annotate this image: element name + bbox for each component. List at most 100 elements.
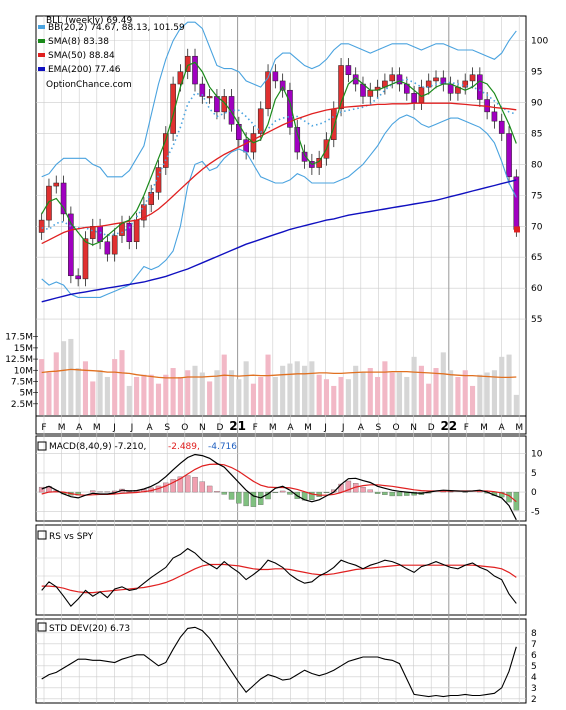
macd-label: MACD(8,40,9) -7.210, <box>49 442 146 452</box>
macd-histogram-bar <box>368 490 373 492</box>
rs-plot <box>42 549 517 607</box>
volume-bar <box>222 355 227 415</box>
macd-legend: MACD(8,40,9) -7.210, -2.489, -4.716 <box>38 442 237 452</box>
candle-body <box>280 81 285 90</box>
volume-bar <box>309 361 314 415</box>
candle-body <box>273 72 278 81</box>
stddev-tick-label: 2 <box>531 695 537 705</box>
volume-bar <box>127 386 132 415</box>
x-tick-label: J <box>130 423 134 433</box>
x-tick-label: F <box>41 423 46 433</box>
macd-histogram-bar <box>90 491 95 493</box>
volume-bar <box>397 373 402 416</box>
volume-bar <box>273 377 278 415</box>
candle-body <box>127 223 132 242</box>
volume-bar <box>280 366 285 415</box>
volume-bar <box>76 368 81 415</box>
macd-hist-label: -4.716 <box>208 442 237 452</box>
volume-bar <box>214 370 219 415</box>
legend-sma50-swatch <box>38 53 45 57</box>
candle-body <box>331 109 336 140</box>
x-tick-label: N <box>199 423 206 433</box>
candle-body <box>149 192 154 204</box>
volume-bar <box>236 379 241 415</box>
legend-bb: BB(20,2) 74.67, 88.13, 101.59 <box>48 23 185 33</box>
stddev-legend: STD DEV(20) 6.73 <box>38 623 130 634</box>
x-tick-label: D <box>428 423 435 433</box>
sma50-line <box>42 103 517 243</box>
volume-bar <box>324 379 329 415</box>
volume-bar <box>433 368 438 415</box>
x-tick-label: J <box>341 423 345 433</box>
x-tick-label: A <box>287 423 294 433</box>
macd-line <box>42 455 517 520</box>
volume-bar <box>287 364 292 415</box>
x-tick-label: A <box>358 423 365 433</box>
macd-histogram-bar <box>360 487 365 492</box>
volume-bar <box>98 370 103 415</box>
x-tick-label: O <box>392 423 399 433</box>
volume-bar <box>46 373 51 416</box>
x-tick-label: N <box>410 423 417 433</box>
volume-bar <box>265 355 270 415</box>
candle-body <box>90 226 95 238</box>
bollinger-lower-line <box>42 115 517 297</box>
rs-panel-frame <box>36 525 526 615</box>
macd-tick-label: 5 <box>531 469 537 479</box>
legend-ema200-swatch <box>38 67 45 71</box>
rs-average-line <box>42 565 517 593</box>
volume-bar <box>61 341 66 415</box>
price-tick-label: 80 <box>531 160 543 170</box>
volume-bar <box>339 377 344 415</box>
volume-tick-label: 7.5M <box>11 377 33 387</box>
candle-body <box>426 81 431 87</box>
candle-body <box>244 140 249 152</box>
volume-bar <box>477 375 482 415</box>
stddev-legend-swatch <box>38 623 46 631</box>
x-tick-label: J <box>112 423 116 433</box>
candle-body <box>492 112 497 121</box>
legend-sma8-swatch <box>38 39 45 43</box>
volume-bar <box>514 395 519 415</box>
macd-signal-label: -2.489, <box>168 442 200 452</box>
price-tick-label: 55 <box>531 315 542 325</box>
macd-histogram-bar <box>244 492 249 506</box>
candle-body <box>46 186 51 220</box>
x-tick-label: S <box>376 423 382 433</box>
volume-bar <box>90 381 95 415</box>
volume-bar <box>192 366 197 415</box>
volume-bar <box>375 377 380 415</box>
volume-tick-label: 2.5M <box>11 400 33 410</box>
volume-bar <box>134 377 139 415</box>
x-tick-label: M <box>58 423 66 433</box>
volume-bar <box>54 352 59 415</box>
stddev-tick-label: 7 <box>531 640 537 650</box>
watermark: OptionChance.com <box>46 80 132 90</box>
rs-legend-swatch <box>38 531 46 539</box>
candle-body <box>390 75 395 81</box>
gridlines <box>36 16 526 703</box>
last-price-marker <box>514 226 520 232</box>
price-tick-label: 75 <box>531 191 542 201</box>
volume-bar <box>258 377 263 415</box>
macd-histogram-bar <box>397 492 402 496</box>
legend-sma8: SMA(8) 83.38 <box>48 37 109 47</box>
candle-body <box>477 75 482 100</box>
x-tick-label: M <box>515 423 523 433</box>
candle-body <box>412 93 417 102</box>
x-tick-label: 21 <box>229 419 246 433</box>
volume-bars <box>39 339 519 415</box>
bollinger-upper-line <box>42 22 517 177</box>
x-tick-label: M <box>269 423 277 433</box>
volume-bar <box>200 373 205 416</box>
candle-body <box>134 220 139 242</box>
macd-histogram-bar <box>185 476 190 493</box>
volume-bar <box>83 361 88 415</box>
x-tick-label: A <box>147 423 154 433</box>
stddev-plot <box>42 627 517 696</box>
stddev-tick-label: 6 <box>531 651 537 661</box>
macd-histogram-bar <box>222 492 227 494</box>
volume-bar <box>149 375 154 415</box>
